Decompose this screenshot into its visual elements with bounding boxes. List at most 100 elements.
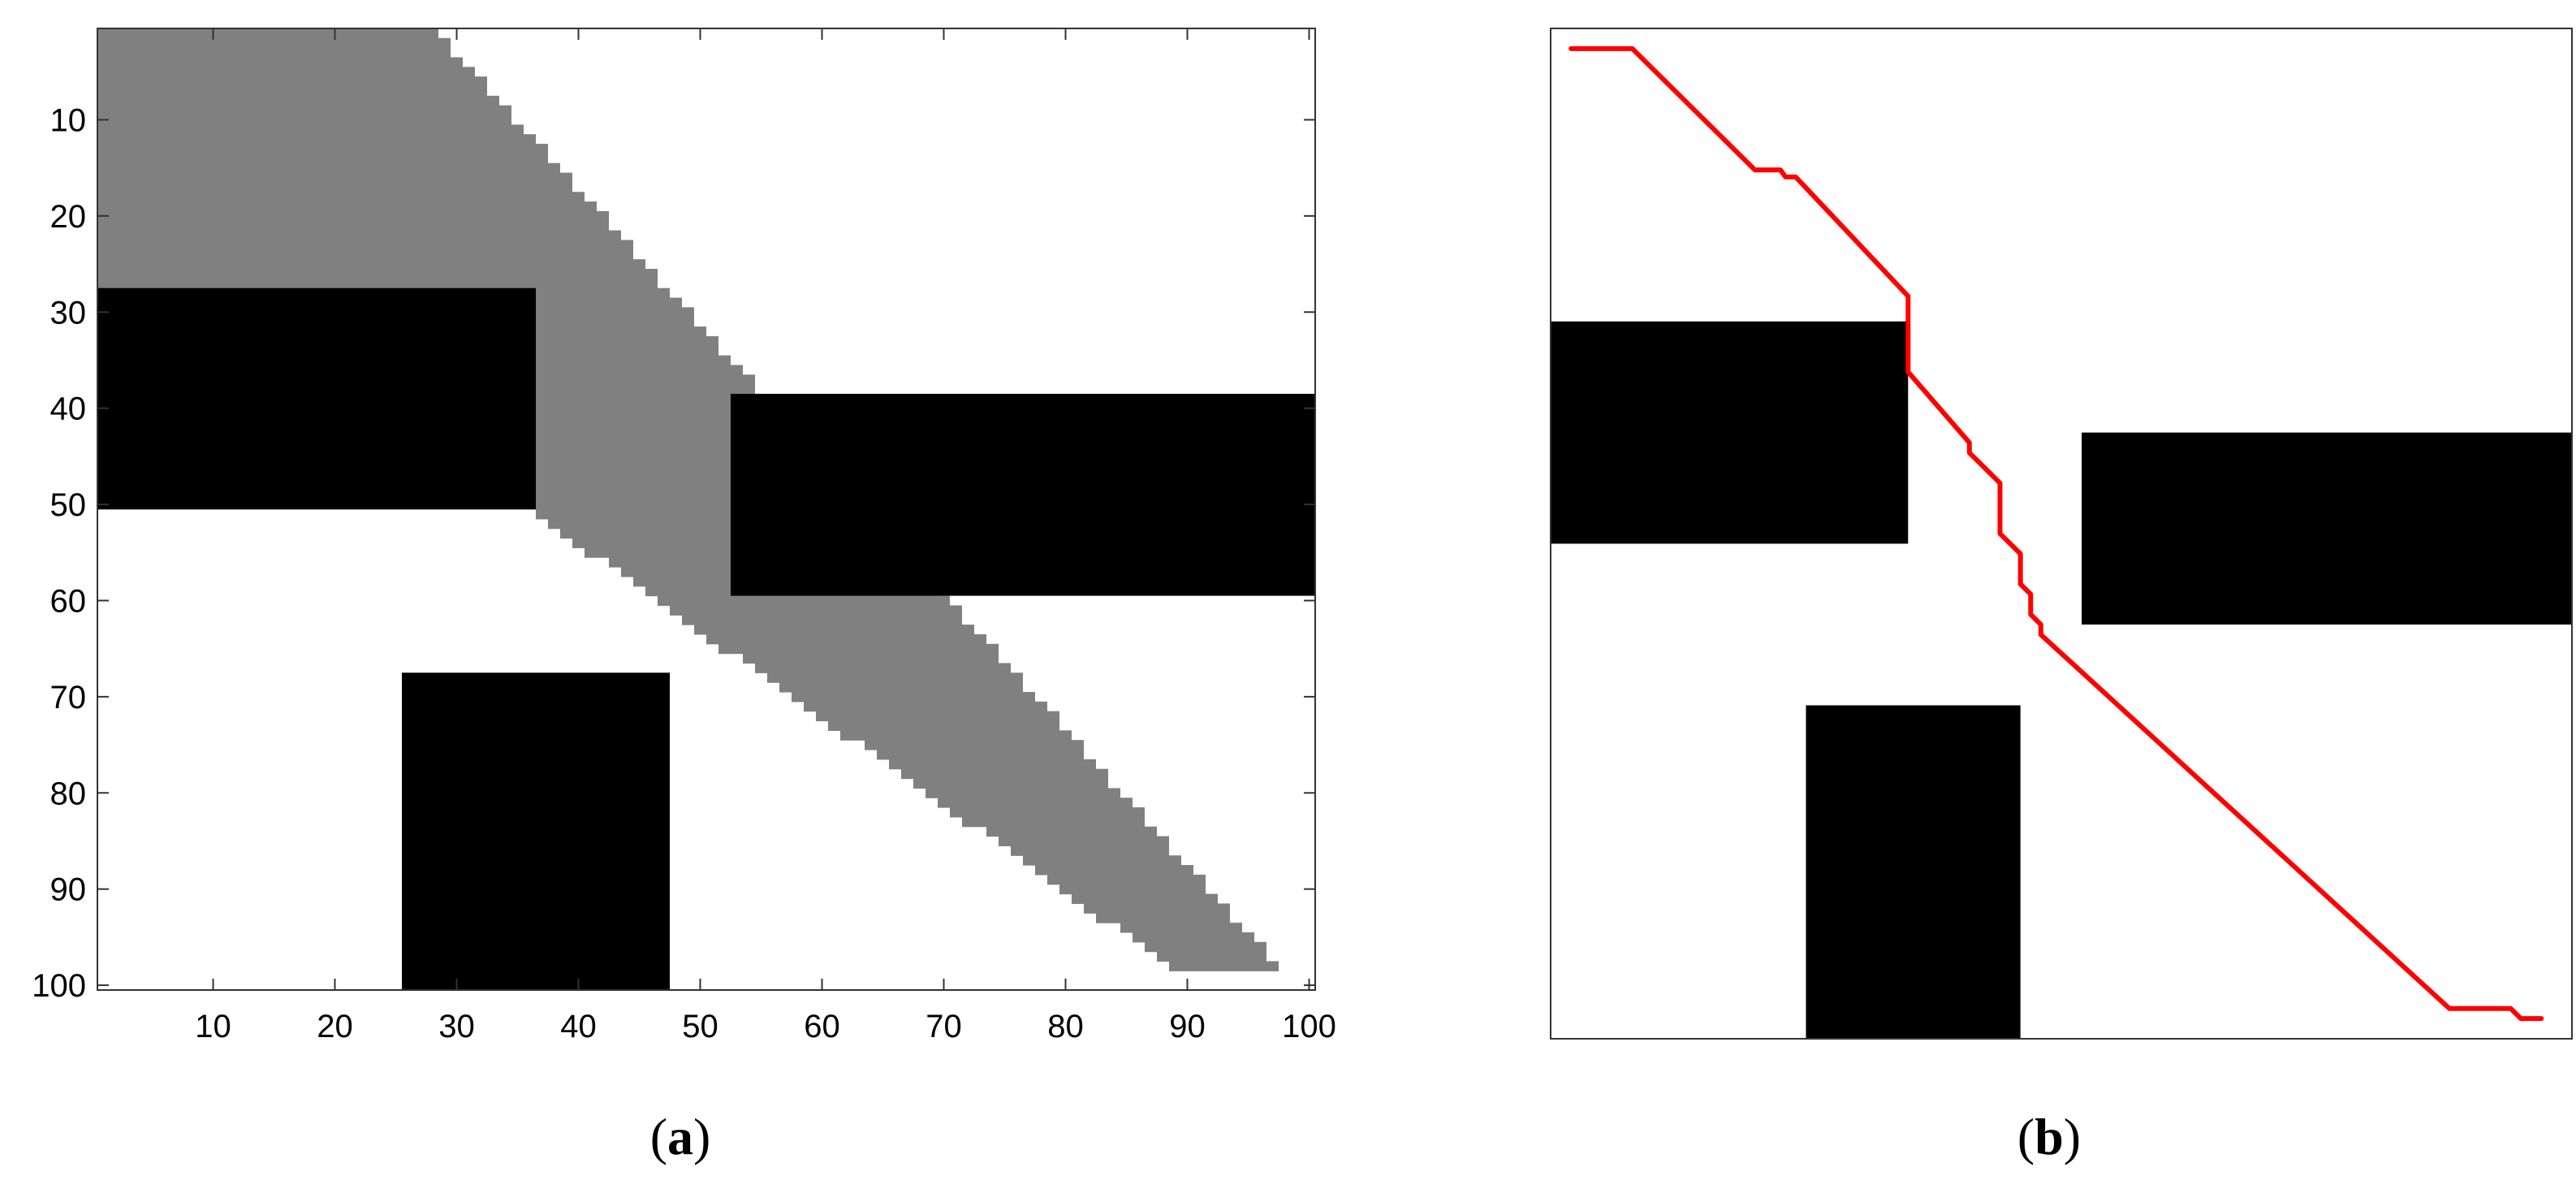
explored-row [1157,951,1266,962]
y-tick-label: 70 [50,680,87,716]
explored-row [97,57,463,67]
explored-row [97,269,658,279]
explored-row [865,740,1084,750]
explored-row [1035,865,1193,876]
explored-row [97,192,585,202]
explored-row [97,220,609,231]
explored-row [682,615,962,625]
explored-row [1059,884,1206,895]
explored-row [743,653,999,664]
explored-row [840,730,1072,741]
explored-row [986,826,1157,837]
x-tick-label: 70 [926,1009,962,1044]
y-tick-label: 100 [32,968,86,1004]
explored-row [97,86,487,97]
explored-row [779,682,1023,693]
explored-row [97,259,645,270]
x-tick-label: 60 [804,1009,840,1044]
explored-row [97,144,548,154]
explored-row [658,595,950,606]
axes-frame [1550,28,2573,1040]
explored-row [718,643,999,655]
planned-path-panel [1550,28,2573,1040]
y-tick-label: 40 [50,391,87,427]
explored-row [97,240,633,250]
planned-path-line [1568,45,2544,1022]
x-tick-label: 10 [195,1009,231,1044]
y-tick-label: 10 [50,102,87,138]
explored-row [97,201,597,212]
explored-row [1133,932,1254,943]
explored-row [913,778,1108,789]
explored-row [97,162,560,174]
explored-row [97,28,438,39]
obstacle-block [1806,705,2021,1039]
explored-row [97,182,572,192]
explored-row [950,807,1145,818]
explored-row [97,278,658,289]
explored-row [670,605,962,616]
y-tick-label: 30 [50,295,87,331]
explored-row [97,76,487,87]
x-tick-labels: 10 20 30 40 50 60 70 80 90 100 [195,1009,1336,1044]
explored-row [901,768,1108,780]
explored-row [767,672,1023,683]
explored-row [97,172,572,184]
y-tick-label: 20 [50,199,87,235]
x-tick-label: 80 [1047,1009,1084,1044]
obstacles [1551,321,2572,1039]
y-tick-label: 50 [50,487,87,523]
explored-row [938,798,1133,808]
explored-row [962,816,1145,828]
explored-row [1120,923,1242,933]
explored-row [816,711,1059,722]
y-tick-label: 80 [50,776,87,811]
explored-row [97,134,536,145]
explored-row [97,105,511,116]
y-tick-label: 60 [50,583,87,619]
x-tick-label: 40 [560,1009,597,1044]
obstacles [97,288,1315,990]
caption-b: (b) [2017,1108,2082,1165]
explored-row [755,663,1011,673]
explored-row [97,249,633,260]
explored-row [1084,903,1230,914]
obstacle-block [402,672,670,990]
explored-row [694,625,974,635]
explored-row [1169,961,1279,971]
explored-row [97,95,499,106]
explored-row [828,720,1059,731]
x-tick-label: 50 [682,1009,718,1044]
explored-row [706,633,986,645]
tick-marks [97,28,1315,990]
y-tick-labels: 10 20 30 40 50 60 70 80 90 100 [32,102,86,1004]
explored-row [804,701,1047,712]
obstacle-block [97,288,536,509]
explored-row [97,124,524,135]
x-tick-label: 90 [1169,1009,1206,1044]
caption-a: (a) [649,1108,711,1165]
obstacle-block [731,393,1315,596]
explored-row [926,788,1120,798]
explored-row [792,691,1035,703]
y-tick-label: 90 [50,872,87,908]
explored-row [1047,874,1206,885]
x-tick-label: 100 [1282,1009,1336,1044]
explored-row [97,47,451,58]
x-tick-label: 30 [438,1009,475,1044]
explored-row [1145,941,1266,953]
explored-row [999,836,1169,846]
obstacle-block [2082,432,2572,625]
x-tick-label: 20 [317,1009,353,1044]
explored-row [97,67,475,77]
explored-row [889,759,1096,770]
explored-row [97,37,451,49]
explored-row [1023,855,1181,866]
explored-row [97,115,511,125]
explored-row [97,153,548,164]
explored-row [1072,893,1218,905]
explored-row [1011,845,1169,856]
explored-row [1096,913,1230,923]
obstacle-block [1551,321,1909,544]
explored-row [97,230,621,241]
